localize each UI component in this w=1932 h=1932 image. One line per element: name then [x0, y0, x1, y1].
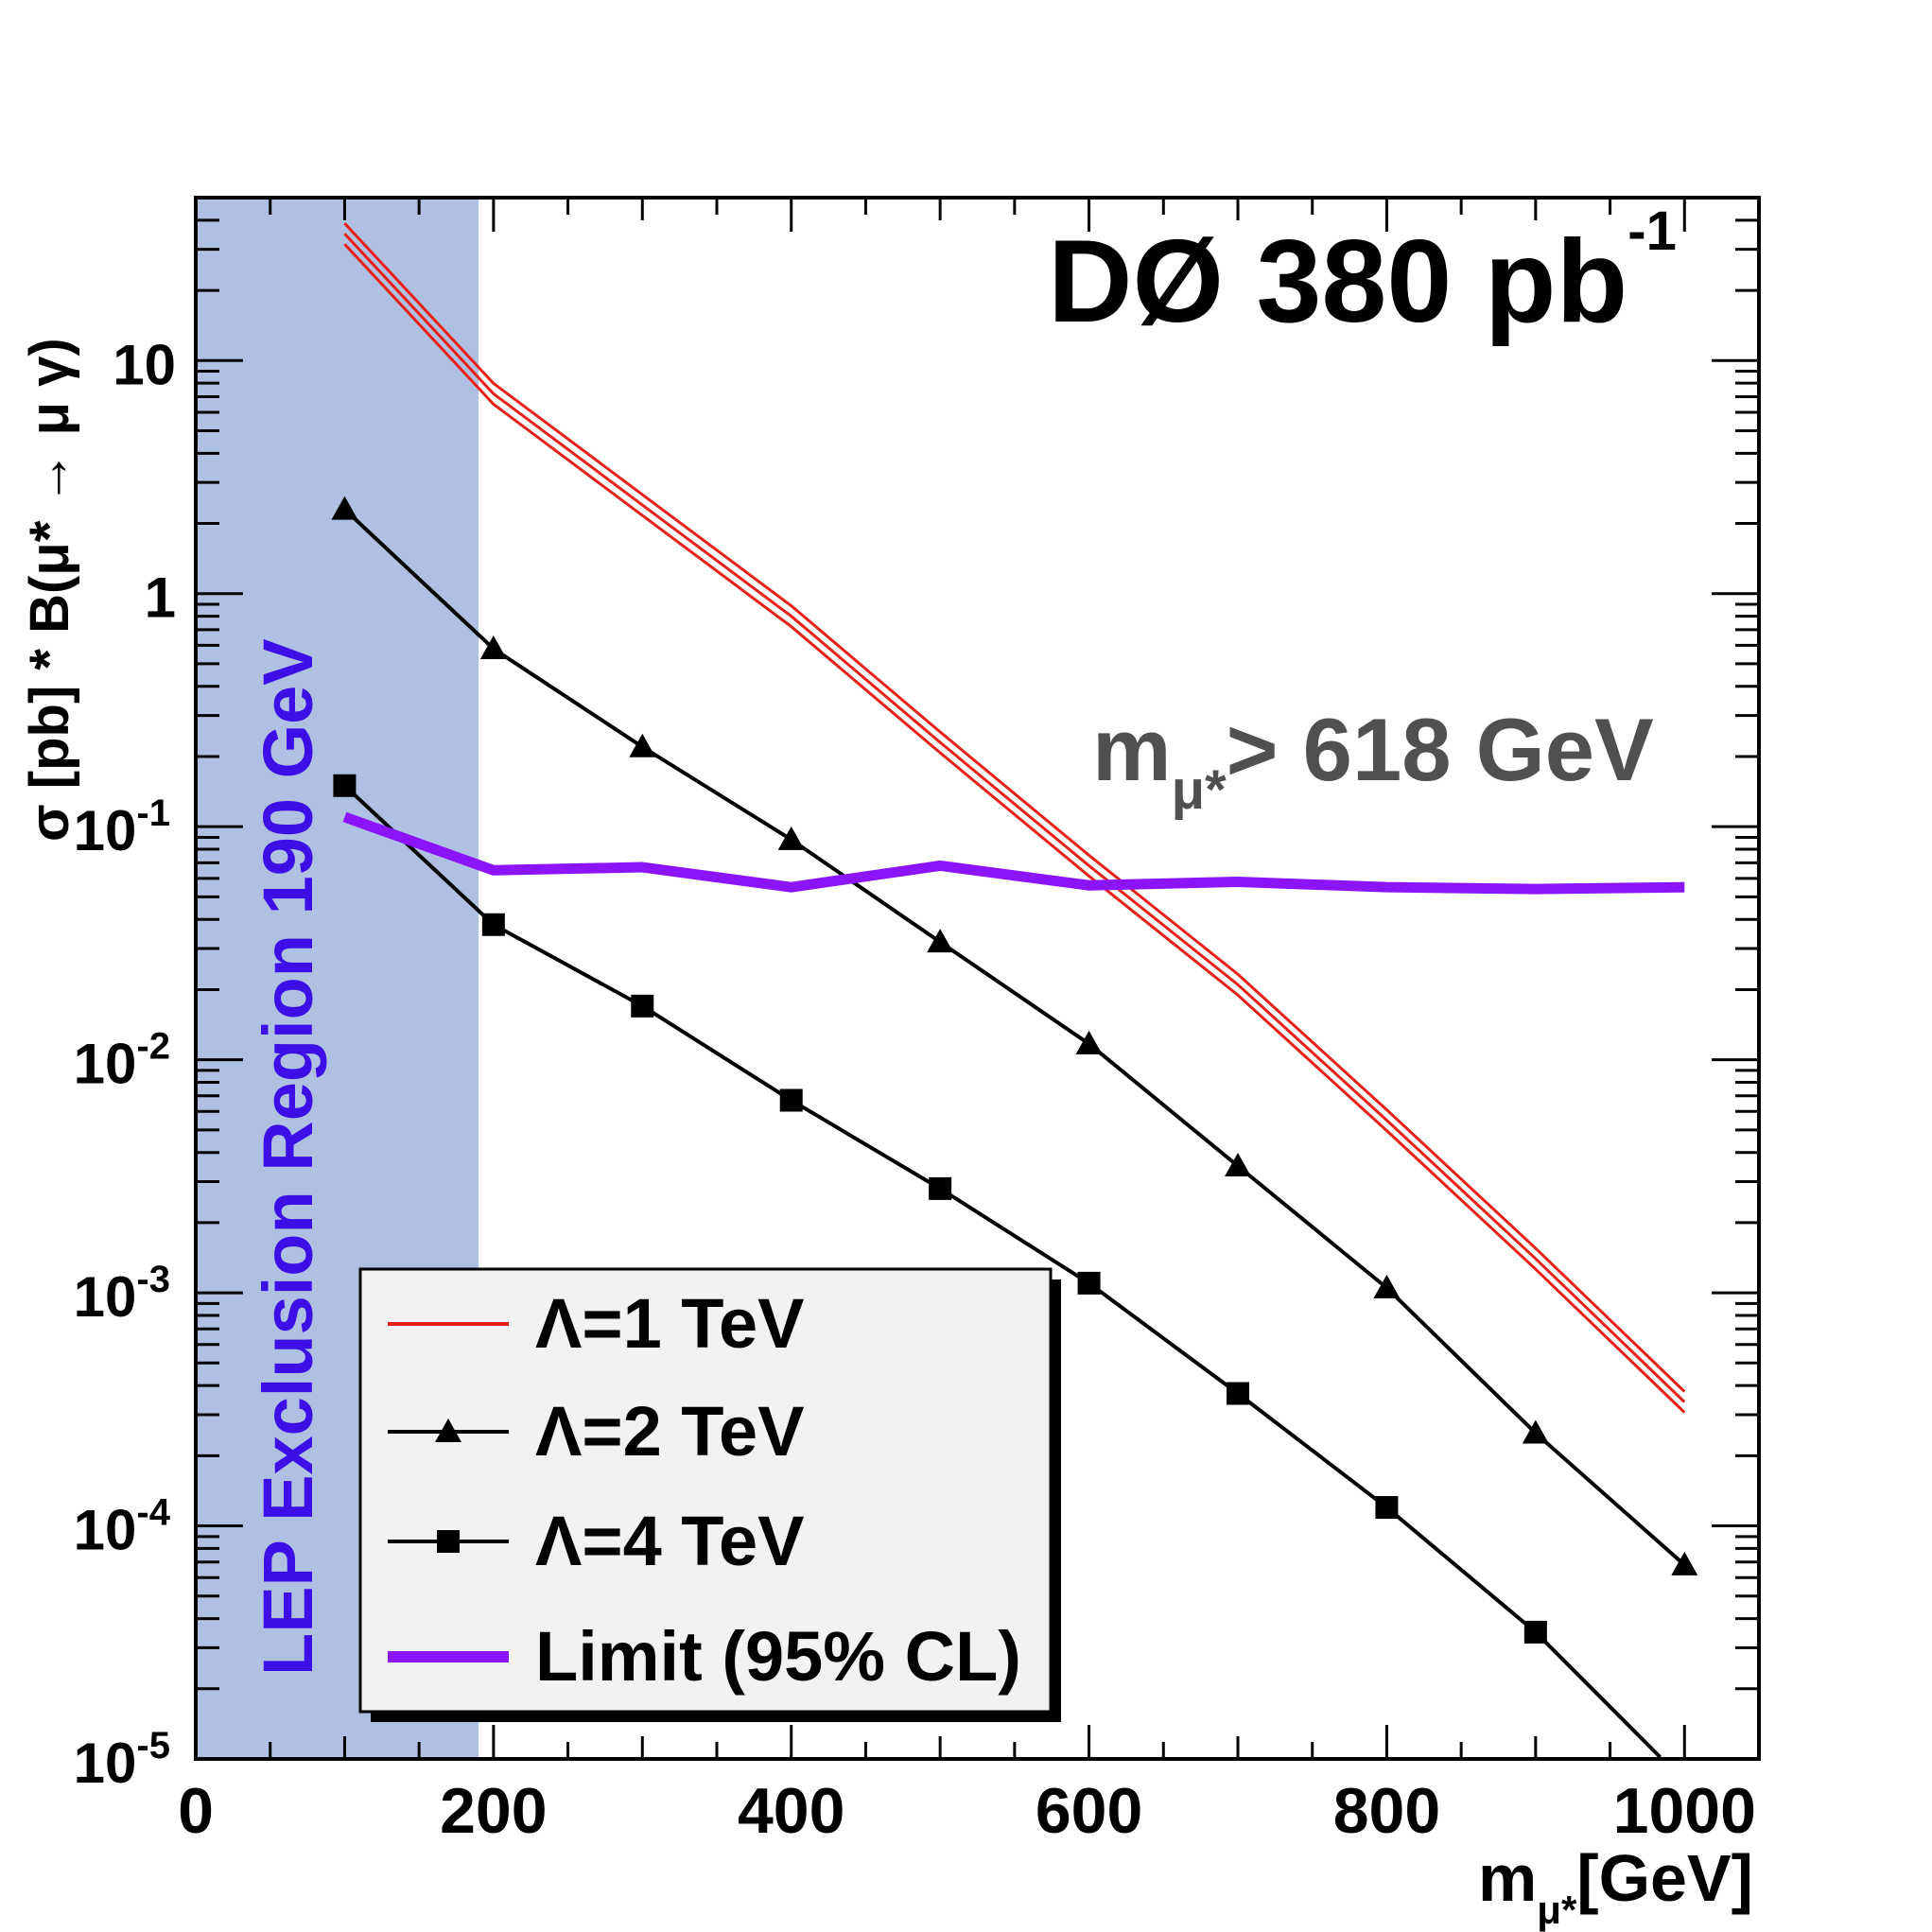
legend-entries: Λ=1 TeV Λ=2 TeV Λ=4 TeV Limit (95% CL): [388, 1284, 1021, 1696]
series-marker-square: [779, 1088, 803, 1112]
legend-label: Λ=2 TeV: [535, 1392, 805, 1471]
x-axis-ticks: [194, 198, 1761, 1759]
x-tick-label: 400: [738, 1775, 844, 1847]
series-marker-triangle: [777, 826, 805, 850]
legend-label: Λ=1 TeV: [535, 1284, 805, 1363]
y-tick-label: 1: [145, 566, 176, 630]
series-marker-square: [929, 1176, 952, 1200]
series-line: [343, 233, 1686, 1403]
series-marker-triangle: [479, 635, 507, 660]
y-axis-tick-labels: 10-5 10-4 10-3 10-2 10-1 1 10: [74, 333, 176, 1795]
legend-label: Limit (95% CL): [535, 1617, 1021, 1696]
x-tick-label: 800: [1333, 1775, 1440, 1847]
x-axis-label: mμ*[GeV]: [1478, 1841, 1753, 1932]
series-band-lower: [343, 243, 1686, 1414]
y-tick-label: 10: [113, 333, 176, 396]
legend-label: Λ=4 TeV: [535, 1502, 805, 1580]
series-marker-square: [481, 913, 505, 936]
x-tick-label: 600: [1036, 1775, 1142, 1847]
y-tick-label: 10-1: [74, 792, 170, 862]
series-marker-square: [631, 994, 654, 1018]
series-marker-square: [1375, 1496, 1399, 1520]
series-band-upper: [343, 222, 1686, 1393]
series-marker-triangle: [927, 929, 954, 953]
legend-swatch-triangle: [435, 1419, 461, 1442]
chart-title-superscript: -1: [1627, 200, 1677, 262]
series-line: [342, 811, 1685, 895]
exclusion-region-label: LEP Exclusion Region 190 GeV: [249, 638, 327, 1676]
limit-annotation: mμ*> 618 GeV: [1092, 700, 1654, 821]
limit-annotation-subscript: μ*: [1172, 759, 1227, 821]
series-marker-triangle: [1671, 1551, 1698, 1575]
x-axis-label-subscript: μ*: [1537, 1888, 1577, 1932]
series-marker-triangle: [331, 496, 358, 520]
y-tick-label: 10-2: [74, 1026, 170, 1096]
series-marker-triangle: [1522, 1419, 1549, 1444]
series-marker-triangle: [1225, 1152, 1251, 1176]
series-marker-square: [1227, 1382, 1249, 1405]
plot-frame: [194, 196, 1761, 1761]
x-axis-tick-labels: 0 200 400 600 800 1000: [178, 1775, 1756, 1847]
x-tick-label: 1000: [1613, 1775, 1756, 1847]
x-tick-label: 200: [440, 1775, 547, 1847]
series-line: [343, 508, 1686, 1567]
y-axis-label: σ [pb] * B(μ* → μ γ): [19, 338, 80, 842]
series-marker-square: [1077, 1271, 1101, 1295]
x-tick-label: 0: [178, 1775, 214, 1847]
series-line: [343, 784, 1662, 1759]
y-tick-label: 10-4: [74, 1492, 171, 1562]
y-axis-ticks: [196, 196, 1759, 1761]
series-marker-square: [333, 774, 357, 797]
y-tick-label: 10-3: [74, 1259, 170, 1329]
series-marker-square: [1523, 1620, 1547, 1644]
legend-box: [358, 1267, 1053, 1714]
legend-swatch-square: [437, 1530, 460, 1553]
series-lines: [342, 222, 1686, 1759]
series-marker-triangle: [1373, 1274, 1401, 1298]
series-markers: [331, 496, 1698, 1644]
y-tick-label: 10-5: [74, 1725, 170, 1795]
series-marker-triangle: [1075, 1030, 1103, 1054]
chart-title: DØ 380 pb-1: [1048, 200, 1677, 347]
series-marker-triangle: [629, 733, 656, 757]
legend: Λ=1 TeV Λ=2 TeV Λ=4 TeV Limit (95% CL): [358, 1267, 1061, 1722]
